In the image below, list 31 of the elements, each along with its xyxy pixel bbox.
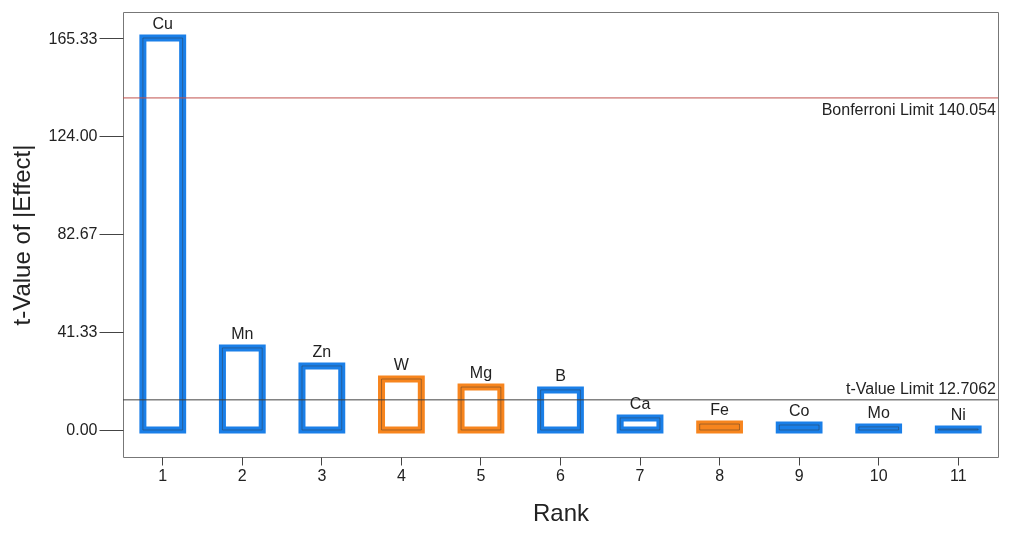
- annotation: Zn: [312, 342, 332, 360]
- annotation: Ca: [629, 394, 651, 412]
- y-tick-label: 41.33: [57, 323, 98, 341]
- annotation: W: [393, 356, 410, 373]
- y-tick-label: 124.00: [48, 127, 98, 145]
- annotation: Mo: [867, 403, 890, 421]
- y-tick-label: 0.00: [66, 421, 98, 439]
- annotation: Cu: [152, 15, 173, 33]
- x-axis-title: Rank: [532, 498, 591, 526]
- annotation: Mn: [231, 324, 254, 342]
- y-tick-label: 165.33: [48, 29, 98, 47]
- ref-line-label: Bonferroni Limit 140.054: [821, 100, 997, 118]
- x-tick-label: 11: [949, 466, 967, 484]
- x-tick-label: 2: [237, 466, 247, 484]
- x-tick-label: 6: [556, 466, 566, 484]
- ref-line-label: t-Value Limit 12.7062: [845, 379, 997, 397]
- annotation: Fe: [710, 401, 730, 419]
- x-tick-label: 10: [869, 466, 888, 484]
- x-tick-label: 3: [317, 466, 327, 484]
- x-tick-label: 7: [635, 466, 645, 484]
- annotation: Co: [788, 401, 810, 419]
- annotation: Mg: [469, 364, 493, 382]
- x-tick-label: 9: [794, 466, 804, 484]
- y-tick-label: 82.67: [57, 225, 98, 243]
- x-tick-label: 1: [158, 466, 168, 484]
- annotation: Ni: [950, 406, 966, 424]
- annotation: B: [555, 366, 566, 384]
- x-tick-label: 4: [396, 466, 406, 484]
- x-tick-label: 8: [715, 466, 725, 484]
- y-axis-title: t-Value of |Effect|: [7, 144, 35, 326]
- x-tick-label: 5: [476, 466, 486, 484]
